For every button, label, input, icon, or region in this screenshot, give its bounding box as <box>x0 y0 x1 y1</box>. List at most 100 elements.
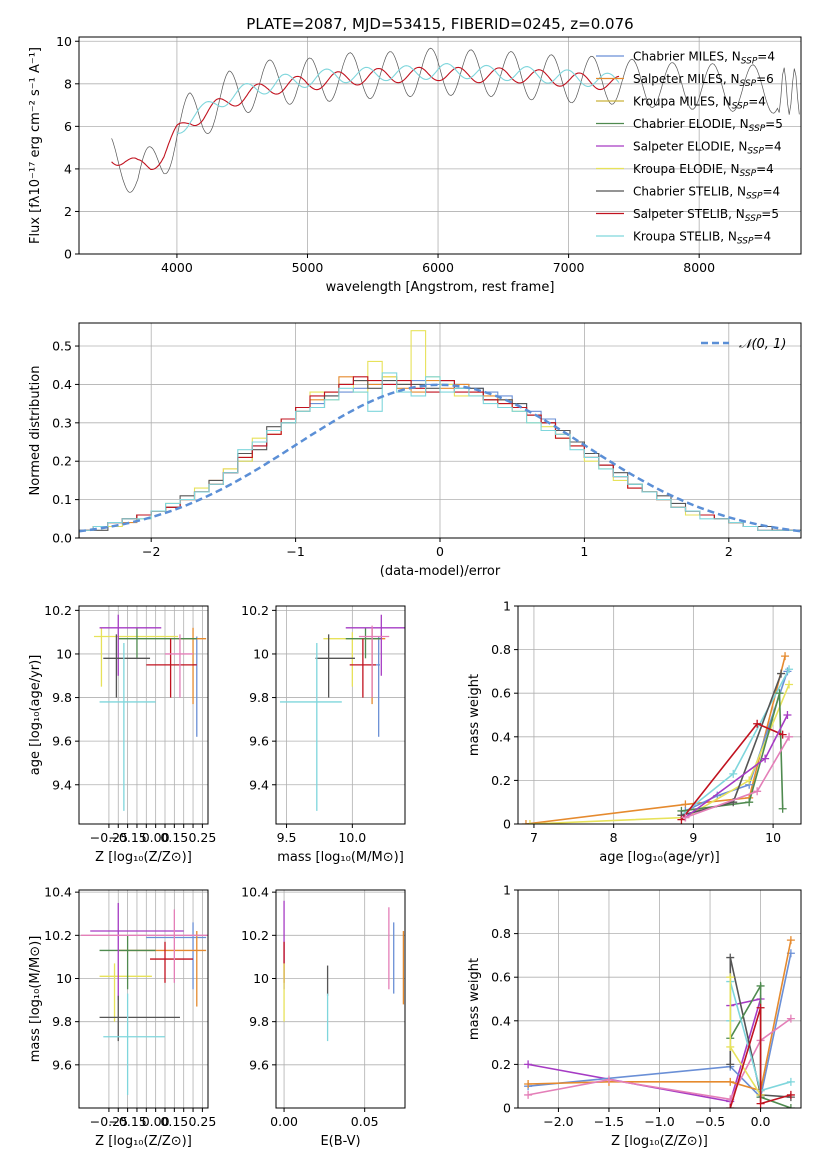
weight-point-marker <box>778 804 787 813</box>
y-tick-label: 0 <box>503 817 511 832</box>
spectrum-series-line <box>111 47 800 193</box>
weight-point-marker <box>726 1077 735 1086</box>
y-tick-label: 0.8 <box>491 926 511 941</box>
x-tick-label: −1.0 <box>644 1114 674 1129</box>
weight-point-marker <box>524 1060 533 1069</box>
weight-point-marker <box>786 1090 795 1099</box>
x-tick-label: 10 <box>765 830 781 845</box>
x-tick-label: −0.15 <box>108 830 146 845</box>
y-tick-label: 10 <box>56 646 72 661</box>
spectrum-series-line <box>111 66 620 170</box>
x-tick-label: 9 <box>689 830 697 845</box>
normal-legend-label: 𝒩(0, 1) <box>739 337 786 352</box>
y-tick-label: 0.2 <box>491 1057 511 1072</box>
y-tick-label: 0.5 <box>52 339 72 354</box>
legend-label-suffix: =4 <box>756 162 774 176</box>
y-tick-label: 4 <box>64 161 72 176</box>
weight-point-marker <box>681 813 690 822</box>
weight-point-marker <box>756 1099 765 1108</box>
x-tick-label: 9.5 <box>277 830 297 845</box>
legend-label-main: Salpeter MILES, N <box>633 72 740 86</box>
weight-point-marker <box>783 711 792 719</box>
plot-area <box>518 606 801 824</box>
y-tick-label: 9.6 <box>52 1057 72 1072</box>
x-tick-label: 0.00 <box>270 1114 298 1129</box>
legend-label: Kroupa MILES, NSSP=4 <box>633 95 766 112</box>
x-tick-label: 0.25 <box>188 1114 216 1129</box>
x-tick-label: 4000 <box>161 260 193 275</box>
weight-point-marker <box>785 732 794 741</box>
plot-area <box>276 890 405 1108</box>
x-tick-label: 6000 <box>422 260 454 275</box>
legend-label-suffix: =5 <box>765 117 783 131</box>
weight-point-marker <box>524 1080 533 1089</box>
weight-series-line <box>685 671 789 812</box>
weight-point-marker <box>726 953 735 962</box>
x-tick-label: −0.15 <box>108 1114 146 1129</box>
plot-area <box>79 890 208 1108</box>
y-axis-label: age [log₁₀(age/yr)] <box>28 655 43 776</box>
y-tick-label: 0.0 <box>52 531 72 546</box>
x-tick-label: 5000 <box>292 260 324 275</box>
weight-point-marker <box>726 973 735 982</box>
y-tick-label: 0.4 <box>491 1013 511 1028</box>
y-tick-label: 10.2 <box>241 603 269 618</box>
plot-area <box>276 606 405 824</box>
y-tick-label: 0.2 <box>52 454 72 469</box>
x-axis-label: Z [log₁₀(Z/Z⊙)] <box>95 1134 192 1149</box>
legend-label-sub: SSP <box>740 79 757 89</box>
legend-label-sub: SSP <box>741 57 758 67</box>
y-axis-label: Normed distribution <box>28 366 43 496</box>
mass-weight-vs-age-panel: 7 8 9 10 0 0.2 0.4 0.6 0.8 1 age [log₁₀(age/yr)] ma… <box>467 599 802 865</box>
legend-label-suffix: =4 <box>757 50 775 64</box>
y-tick-label: 10.4 <box>44 885 72 900</box>
y-tick-label: 10 <box>253 971 269 986</box>
y-tick-label: 10 <box>56 971 72 986</box>
weight-point-marker <box>775 689 784 698</box>
spectrum-series-line <box>176 63 620 134</box>
plot-area <box>518 890 801 1108</box>
x-axis-label: (data-model)/error <box>380 564 501 579</box>
age-vs-metallicity-panel: −0.25−0.150.000.15 0.25 9.4 9.6 9.8 10 10.2 Z [… <box>28 603 216 865</box>
weight-point-marker <box>745 776 754 785</box>
spectrum-panel: 4000 5000 6000 7000 8000 0 2 4 6 8 10 wavelength [A… <box>28 15 802 295</box>
y-tick-label: 10 <box>56 34 72 49</box>
x-tick-label: 8000 <box>683 260 715 275</box>
legend-label-suffix: =5 <box>761 207 779 221</box>
weight-point-marker <box>753 719 762 728</box>
legend-label: Salpeter MILES, NSSP=6 <box>633 72 774 89</box>
legend-label-sub: SSP <box>749 124 766 134</box>
weight-point-marker <box>781 652 790 661</box>
y-axis-label: mass weight <box>467 958 482 1040</box>
residuals-panel: 𝒩(0, 1) −2 −1 0 1 2 0.0 0.1 0.2 0.3 0.4 0.5 (data-mo… <box>28 322 802 579</box>
weight-point-marker <box>745 798 754 807</box>
plot-area <box>79 606 208 824</box>
weight-point-marker <box>604 1075 613 1084</box>
y-tick-label: 0.1 <box>52 492 72 507</box>
legend-label-main: Kroupa ELODIE, N <box>633 162 740 176</box>
x-tick-label: 0.15 <box>160 830 188 845</box>
y-tick-label: 0.8 <box>491 642 511 657</box>
axes-frame <box>275 889 406 1109</box>
legend-label-suffix: =6 <box>756 72 774 86</box>
legend-label-sub: SSP <box>732 102 749 112</box>
y-tick-label: 8 <box>64 76 72 91</box>
y-tick-label: 0.4 <box>52 377 72 392</box>
x-tick-label: −0.25 <box>90 1114 128 1129</box>
plot-area <box>79 323 801 538</box>
weight-series-line <box>528 953 792 1099</box>
y-tick-label: 1 <box>503 883 511 898</box>
weight-point-marker <box>524 1090 533 1099</box>
weight-series-line <box>525 655 786 824</box>
y-tick-label: 9.8 <box>249 690 269 705</box>
legend-label: Chabrier STELIB, NSSP=4 <box>633 185 780 202</box>
weight-point-marker <box>761 754 770 763</box>
legend-label: Chabrier MILES, NSSP=4 <box>633 50 775 67</box>
x-tick-label: 0 <box>436 544 444 559</box>
weight-point-marker <box>778 730 787 739</box>
axes-frame <box>517 605 802 825</box>
x-tick-label: 7000 <box>553 260 585 275</box>
x-tick-label: −1 <box>286 544 304 559</box>
mass-vs-metallicity-panel: −0.25−0.150.000.15 0.25 9.6 9.8 10 10.2 10.4 Z … <box>28 885 216 1149</box>
